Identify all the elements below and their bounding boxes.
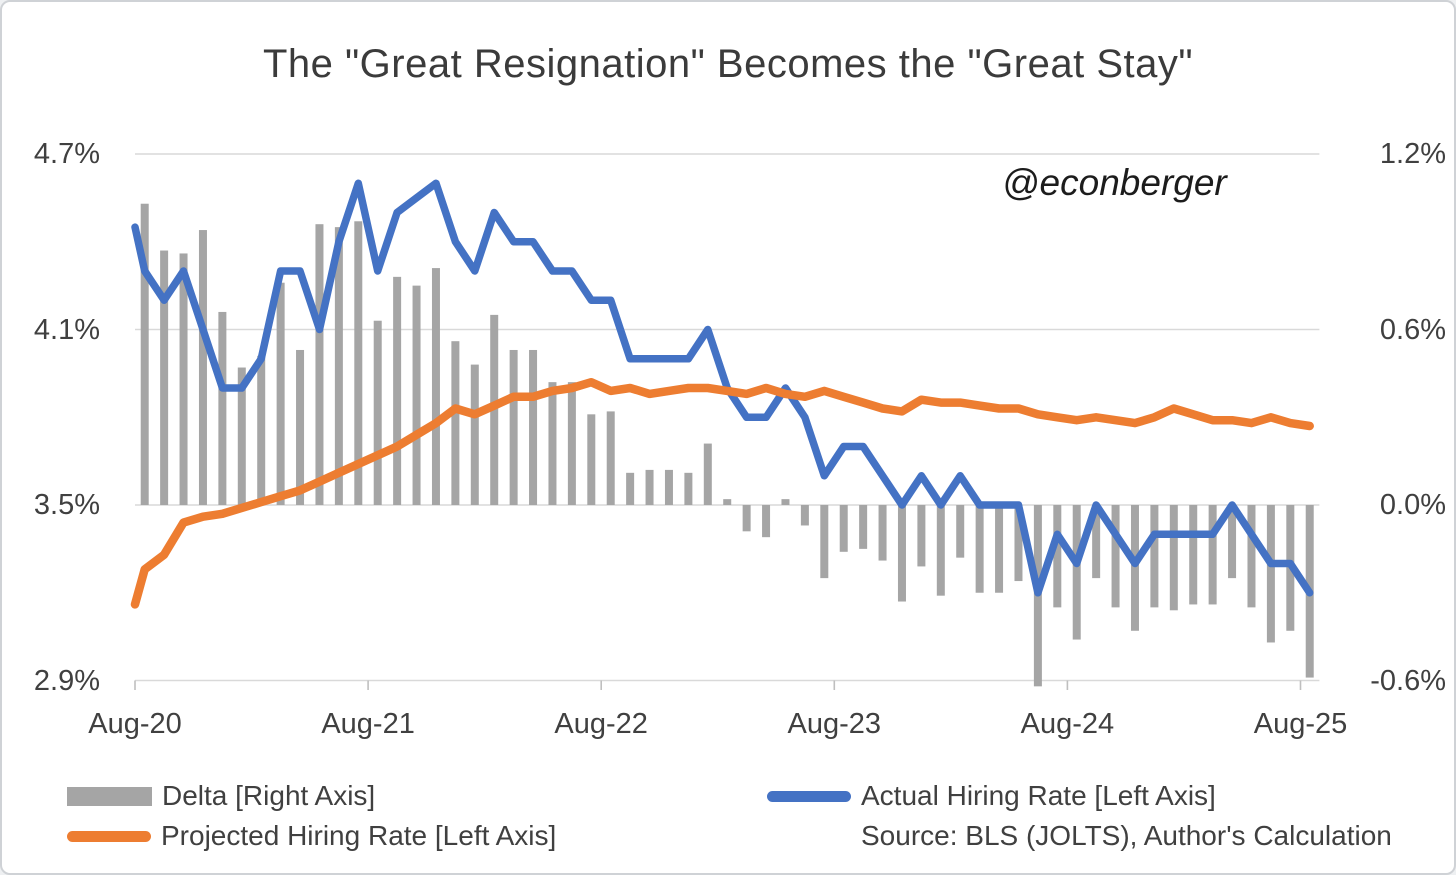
legend-item-projected: Projected Hiring Rate [Left Axis] bbox=[67, 820, 556, 852]
delta-bar bbox=[1053, 505, 1062, 608]
delta-bar bbox=[995, 505, 1004, 593]
delta-bar bbox=[431, 268, 440, 505]
delta-bar bbox=[1266, 505, 1275, 643]
right-axis-tick-0-6: 0.6% bbox=[1379, 313, 1446, 346]
x-axis-tick-aug-20: Aug-20 bbox=[88, 708, 182, 740]
delta-bar bbox=[470, 364, 479, 505]
delta-bar bbox=[975, 505, 984, 593]
left-axis-tick-4-1: 4.1% bbox=[33, 313, 100, 346]
left-axis-tick-3-5: 3.5% bbox=[33, 489, 100, 521]
left-axis-tick-2-9: 2.9% bbox=[33, 664, 100, 697]
legend-label-projected: Projected Hiring Rate [Left Axis] bbox=[161, 820, 557, 851]
delta-bar bbox=[1150, 505, 1159, 608]
delta-bar bbox=[1169, 505, 1178, 611]
delta-bar bbox=[1247, 505, 1256, 608]
legend-label-delta: Delta [Right Axis] bbox=[162, 780, 376, 811]
source-note: Source: BLS (JOLTS), Author's Calculatio… bbox=[861, 820, 1392, 851]
delta-bar bbox=[218, 311, 227, 505]
delta-bar bbox=[1228, 505, 1237, 579]
delta-bar bbox=[160, 250, 169, 505]
actual-line-swatch-icon bbox=[767, 790, 851, 802]
delta-bar bbox=[956, 505, 965, 558]
delta-bar bbox=[1092, 505, 1101, 579]
delta-bar bbox=[179, 253, 188, 505]
delta-bar bbox=[1111, 505, 1120, 608]
x-axis-tick-aug-24: Aug-24 bbox=[1020, 708, 1115, 740]
delta-bar bbox=[548, 382, 557, 505]
delta-bar bbox=[645, 469, 654, 505]
delta-bar bbox=[587, 414, 596, 505]
delta-bar bbox=[859, 505, 868, 549]
x-axis-tick-aug-23: Aug-23 bbox=[787, 708, 882, 740]
chart-title: The "Great Resignation" Becomes the "Gre… bbox=[262, 42, 1194, 86]
delta-bar bbox=[723, 499, 732, 505]
x-axis-tick-aug-21: Aug-21 bbox=[321, 708, 415, 740]
right-axis-tick-0-0: 0.0% bbox=[1379, 489, 1446, 521]
delta-bar bbox=[296, 349, 305, 505]
delta-bar bbox=[567, 382, 576, 505]
x-axis-tick-aug-25: Aug-25 bbox=[1253, 708, 1348, 740]
delta-bar bbox=[897, 505, 906, 602]
delta-bar bbox=[198, 230, 207, 506]
delta-bar bbox=[917, 505, 926, 567]
delta-bar bbox=[664, 469, 673, 505]
delta-bar bbox=[800, 505, 809, 526]
delta-bar bbox=[762, 505, 771, 538]
delta-bar bbox=[1072, 505, 1081, 640]
delta-bar bbox=[412, 285, 421, 505]
delta-bar bbox=[509, 349, 518, 505]
right-axis-tick-neg-0-6: -0.6% bbox=[1370, 664, 1446, 697]
delta-bar bbox=[276, 282, 285, 505]
delta-bar bbox=[393, 276, 402, 505]
delta-bar bbox=[1208, 505, 1217, 605]
right-axis-tick-1-2: 1.2% bbox=[1379, 138, 1446, 170]
delta-bar bbox=[606, 411, 615, 505]
delta-bar bbox=[820, 505, 829, 579]
watermark: @econberger bbox=[1002, 162, 1227, 203]
delta-bar bbox=[1014, 505, 1023, 582]
delta-bar bbox=[684, 472, 693, 505]
x-axis-tick-aug-22: Aug-22 bbox=[554, 708, 648, 740]
delta-bar bbox=[354, 221, 363, 505]
projected-line-swatch-icon bbox=[67, 830, 151, 842]
legend-item-actual: Actual Hiring Rate [Left Axis] bbox=[767, 780, 1216, 812]
delta-bar bbox=[1130, 505, 1139, 631]
delta-bar bbox=[742, 505, 751, 532]
delta-bar bbox=[237, 367, 246, 505]
delta-bar bbox=[1189, 505, 1198, 605]
delta-bar bbox=[703, 443, 712, 505]
projected-line bbox=[130, 377, 1314, 609]
actual-line bbox=[131, 179, 1314, 597]
delta-bar bbox=[878, 505, 887, 561]
delta-bar bbox=[626, 472, 635, 505]
delta-bar bbox=[781, 499, 790, 505]
delta-bar bbox=[936, 505, 945, 596]
left-axis-tick-4-7: 4.7% bbox=[33, 138, 100, 170]
delta-bar bbox=[140, 203, 149, 505]
delta-bar-swatch-icon bbox=[67, 786, 152, 806]
delta-bar bbox=[315, 224, 324, 505]
delta-bar bbox=[334, 227, 343, 505]
delta-bar bbox=[529, 349, 538, 505]
delta-bar bbox=[257, 355, 266, 505]
delta-bar bbox=[451, 341, 460, 505]
legend-label-actual: Actual Hiring Rate [Left Axis] bbox=[861, 780, 1216, 811]
delta-bar bbox=[839, 505, 848, 552]
legend-item-delta: Delta [Right Axis] bbox=[67, 780, 375, 812]
delta-bar bbox=[373, 320, 382, 505]
